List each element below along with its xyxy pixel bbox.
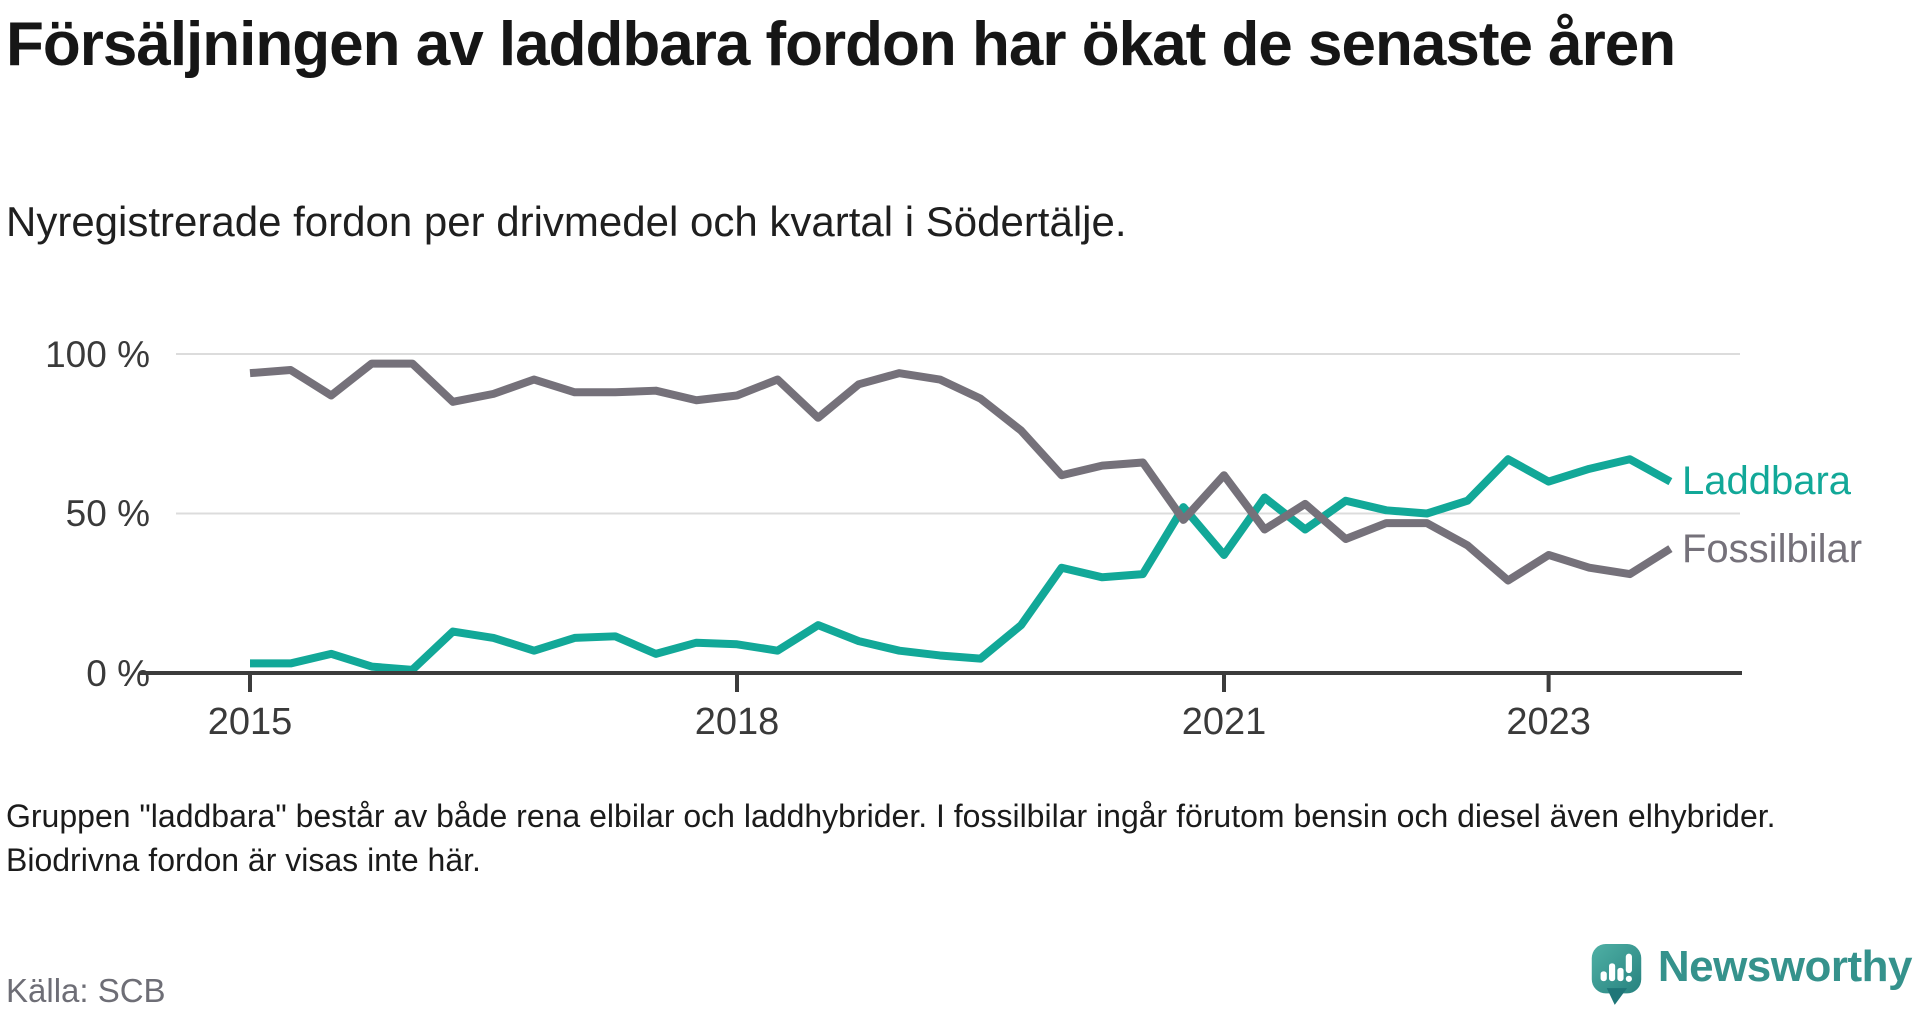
page-subtitle: Nyregistrerade fordon per drivmedel och … <box>6 198 1127 245</box>
ytick-label-0: 0 % <box>86 653 150 694</box>
xtick-label-2023: 2023 <box>1506 701 1591 743</box>
series-line-fossilbilar <box>249 359 1673 585</box>
page-title: Försäljningen av laddbara fordon har öka… <box>6 10 1676 79</box>
xtick-label-2018: 2018 <box>695 701 780 743</box>
xtick-label-2015: 2015 <box>208 701 293 743</box>
newsworthy-logo-icon <box>1591 943 1642 1005</box>
ytick-label-50: 50 % <box>66 493 150 534</box>
source-label: Källa: SCB <box>6 972 166 1009</box>
series-line-laddbara <box>250 455 1673 674</box>
logo-bar-2 <box>1608 963 1616 982</box>
newsworthy-logo: Newsworthy <box>1590 942 1913 1006</box>
logo-bar-1 <box>1600 971 1607 982</box>
logo-exclamation-bar <box>1625 953 1632 974</box>
xtick-label-2021: 2021 <box>1182 701 1267 743</box>
logo-bubble <box>1591 943 1642 994</box>
logo-exclamation-dot <box>1625 975 1632 982</box>
series-container <box>249 359 1673 674</box>
legend-label-laddbara: Laddbara <box>1682 459 1852 503</box>
logo-bar-3 <box>1617 967 1624 982</box>
legend-label-fossilbilar: Fossilbilar <box>1682 527 1862 571</box>
logo-bubble-tail <box>1606 988 1627 1005</box>
newsworthy-wordmark: Newsworthy <box>1657 942 1913 991</box>
footnote: Gruppen "laddbara" består av både rena e… <box>6 798 1776 878</box>
ytick-label-100: 100 % <box>45 334 150 375</box>
